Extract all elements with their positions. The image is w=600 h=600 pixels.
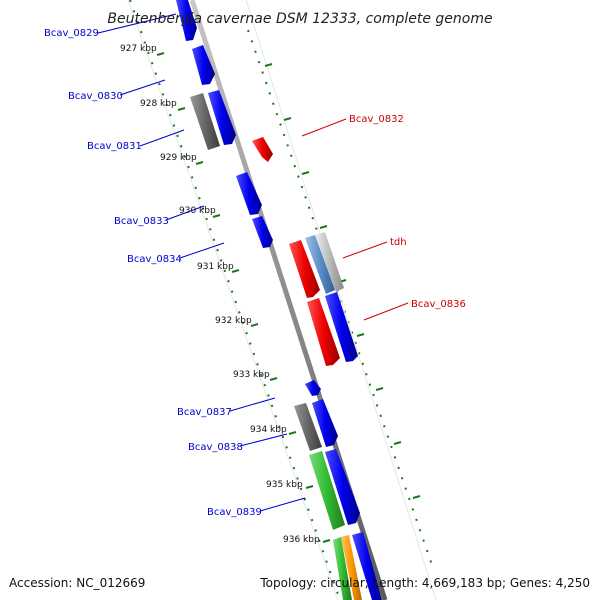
outer-tick-4 [319,225,328,229]
gene-bcav-0837[interactable] [294,403,322,451]
tick-mark-930 [212,214,221,218]
tick-mark-931 [231,269,240,273]
label-bcav-0833[interactable]: Bcav_0833 [114,216,169,227]
outer-track-edge [245,0,437,600]
label-bcav-0834[interactable]: Bcav_0834 [127,254,182,265]
gene-bcav-0837a[interactable] [305,380,321,396]
gene-bcav-0839[interactable] [309,451,345,530]
tick-mark-934 [288,431,297,435]
label-bcav-0831[interactable]: Bcav_0831 [87,141,142,152]
leader-lines [97,13,409,512]
gene-bcav-0836[interactable] [325,292,358,362]
leader-bcav-0839 [259,497,306,512]
gene-bcav-0832[interactable] [252,137,273,162]
label-bcav-0838[interactable]: Bcav_0838 [188,442,243,453]
label-bcav-0837[interactable]: Bcav_0837 [177,407,232,418]
tick-label-934: 934 kbp [250,425,287,435]
label-bcav-0830[interactable]: Bcav_0830 [68,91,123,102]
inner-tick-track [129,0,341,600]
gene-bcav-0833[interactable] [236,172,262,215]
tick-label-929: 929 kbp [160,153,197,163]
leader-bcav-0829 [97,13,177,34]
gene-tdh-light[interactable] [315,232,344,292]
accession-text: Accession: NC_012669 [9,576,145,590]
gene-bcav-0831[interactable] [190,93,220,150]
leader-bcav-0837 [229,397,276,412]
gene-bcav-0831b[interactable] [208,90,236,145]
inner-track-edge [127,0,339,600]
gene-orange-lower[interactable] [341,535,362,600]
label-bcav-0829[interactable]: Bcav_0829 [44,28,99,39]
outer-tick-9 [412,495,421,499]
leader-bcav-0832 [301,118,347,137]
tick-tracks [127,0,437,600]
label-tdh[interactable]: tdh [390,237,407,248]
gene-labels: Bcav_0829 Bcav_0830 Bcav_0831 Bcav_0832 … [44,28,466,518]
tick-labels: 927 kbp 928 kbp 929 kbp 930 kbp 931 kbp … [120,44,320,545]
tick-label-933: 933 kbp [233,370,270,380]
tick-mark-928 [177,107,186,111]
outer-tick-7 [375,387,384,391]
outer-tick-6 [356,333,365,337]
leader-bcav-0838 [239,433,288,447]
label-bcav-0839[interactable]: Bcav_0839 [207,507,262,518]
tick-label-935: 935 kbp [266,480,303,490]
tick-label-928: 928 kbp [140,99,177,109]
tick-label-930: 930 kbp [179,206,216,216]
genome-summary: Topology: circular; Length: 4,669,183 bp… [259,576,590,590]
gene-tdh-steel[interactable] [305,235,335,294]
gene-blue-lower[interactable] [352,532,382,600]
reverse-genes [252,137,358,366]
outer-tick-1 [264,63,273,67]
outer-tick-2 [283,117,292,121]
tick-mark-935 [305,485,314,489]
outer-tick-3 [301,171,310,175]
gene-bcav-0839b[interactable] [325,449,360,525]
label-bcav-0836[interactable]: Bcav_0836 [411,299,466,310]
tick-label-931: 931 kbp [197,262,234,272]
forward-genes [176,0,382,600]
gene-tdh[interactable] [289,240,320,298]
label-bcav-0832[interactable]: Bcav_0832 [349,114,404,125]
tick-mark-932 [250,323,259,327]
tick-mark-927 [156,52,165,56]
leader-bcav-0831 [139,129,185,147]
leader-bcav-0830 [119,79,166,96]
gene-bcav-0838[interactable] [312,399,338,447]
leader-tdh [342,241,388,259]
tick-label-936: 936 kbp [283,535,320,545]
tick-mark-936 [322,539,331,543]
gene-bcav-0829[interactable] [176,0,197,41]
map-title: Beutenbergia cavernae DSM 12333, complet… [107,11,492,27]
leader-bcav-0833 [165,205,205,221]
gene-bcav-0830[interactable] [192,45,215,85]
gene-bcav-0836-red[interactable] [307,298,340,366]
tick-label-927: 927 kbp [120,44,157,54]
tick-mark-933 [269,377,278,381]
leader-bcav-0836 [363,302,409,321]
gene-green-lower[interactable] [333,537,352,600]
outer-tick-8 [393,441,402,445]
leader-bcav-0834 [179,242,225,259]
gene-bcav-0834[interactable] [252,216,273,248]
tick-mark-929 [195,161,204,165]
tick-label-932: 932 kbp [215,316,252,326]
